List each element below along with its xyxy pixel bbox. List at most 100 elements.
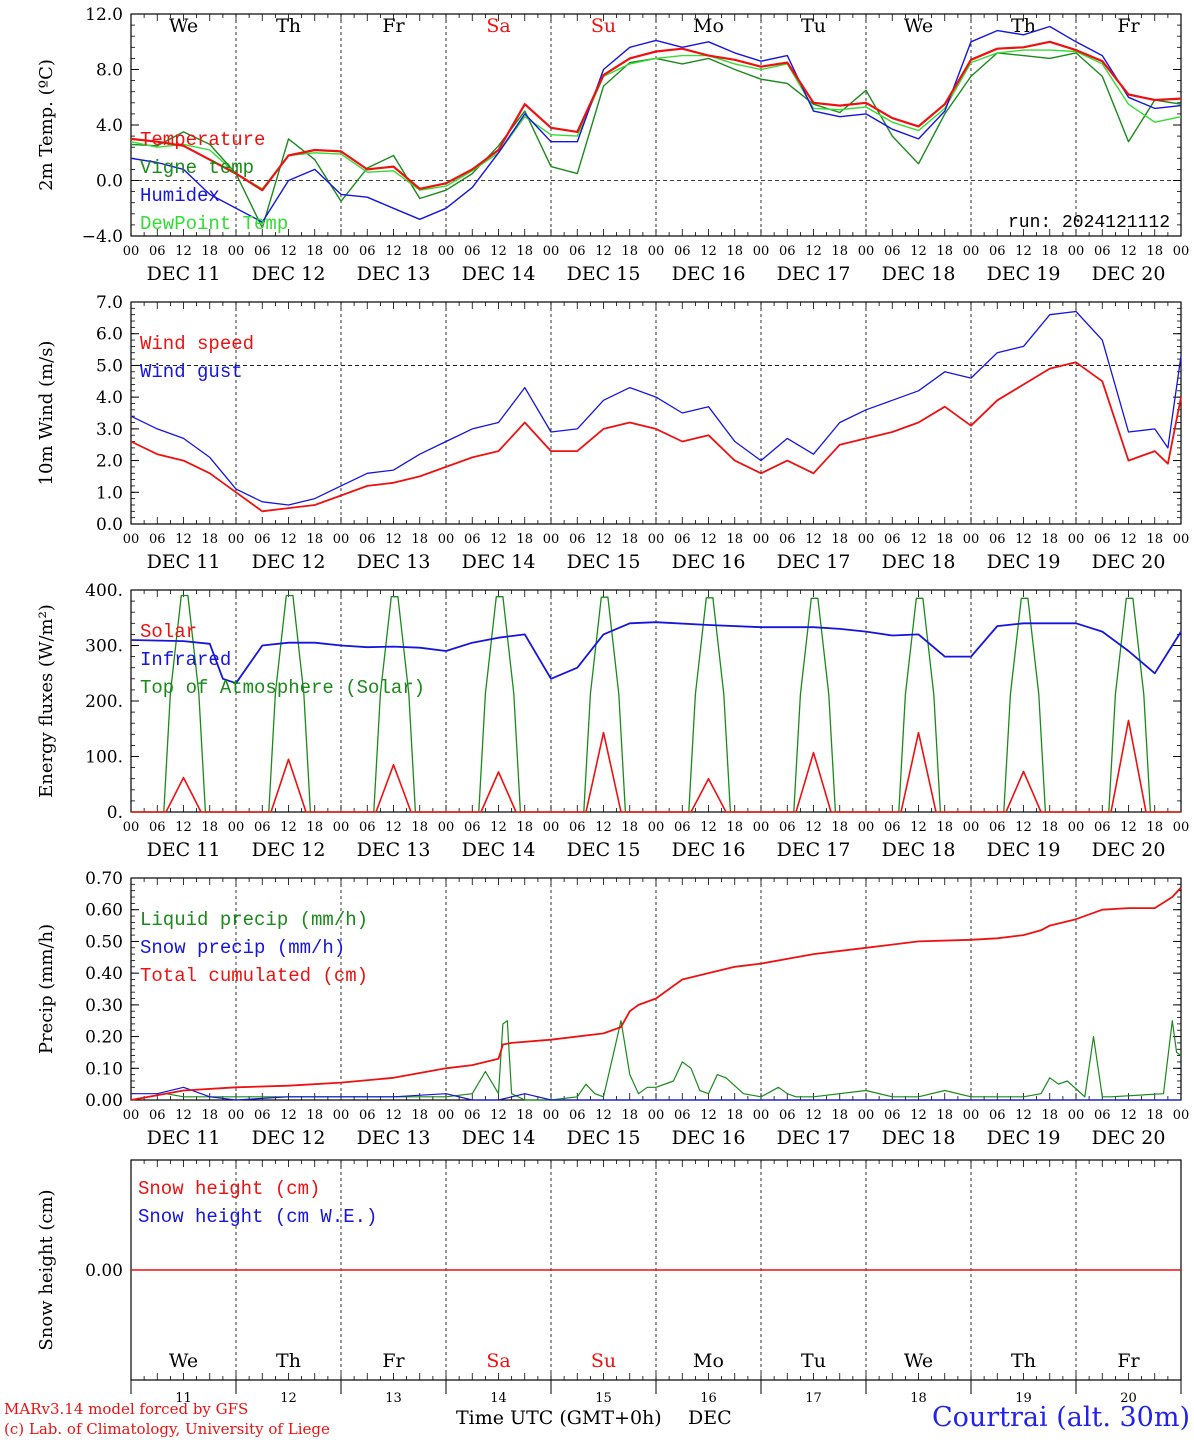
hour-tick-label: 18: [411, 532, 428, 547]
hour-tick-label: 18: [726, 1108, 743, 1123]
hour-tick-label: 18: [936, 244, 953, 259]
hour-tick-label: 06: [779, 244, 796, 259]
hour-tick-label: 06: [1094, 1108, 1111, 1123]
day-label: DEC 19: [987, 839, 1061, 861]
y-tick-label: 3.0: [96, 420, 123, 440]
hour-tick-label: 12: [385, 532, 402, 547]
weekday-label: Th: [1011, 15, 1036, 37]
hour-tick-label: 00: [1173, 244, 1190, 259]
hour-tick-label: 00: [963, 820, 980, 835]
weekday-label: Sa: [486, 1350, 510, 1372]
time-axis-label: Time UTC (GMT+0h): [456, 1407, 662, 1429]
weekday-label: We: [169, 1350, 198, 1372]
hour-tick-label: 06: [989, 820, 1006, 835]
weekday-label: Fr: [1117, 15, 1140, 37]
series-dark_green-line: [130, 1020, 1182, 1101]
hour-tick-label: 00: [543, 244, 560, 259]
hour-tick-label: 18: [1146, 820, 1163, 835]
hour-tick-label: 06: [884, 532, 901, 547]
hour-tick-label: 00: [648, 244, 665, 259]
hour-tick-label: 18: [831, 532, 848, 547]
y-axis-label: Snow height (cm): [36, 1189, 57, 1350]
hour-tick-label: 00: [858, 244, 875, 259]
y-tick-label: 8.0: [96, 61, 123, 81]
hour-tick-label: 18: [726, 820, 743, 835]
hour-tick-label: 18: [831, 244, 848, 259]
day-label: DEC 18: [882, 263, 956, 285]
hour-tick-label: 12: [490, 820, 507, 835]
run-annotation: run: 2024121112: [1008, 213, 1170, 233]
day-label: DEC 19: [987, 551, 1061, 573]
weekday-label: Su: [591, 1350, 616, 1372]
hour-tick-label: 12: [1015, 244, 1032, 259]
hour-tick-label: 18: [1041, 532, 1058, 547]
hour-tick-label: 06: [674, 820, 691, 835]
hour-tick-label: 18: [1146, 244, 1163, 259]
hour-tick-label: 06: [149, 244, 166, 259]
hour-tick-label: 12: [1120, 820, 1137, 835]
day-label: DEC 12: [252, 1127, 326, 1149]
hour-tick-label: 18: [306, 820, 323, 835]
legend-entry: Snow height (cm W.E.): [138, 1206, 377, 1228]
weekday-label: Sa: [486, 15, 510, 37]
day-label: DEC 11: [147, 839, 221, 861]
hour-tick-label: 18: [726, 532, 743, 547]
day-label: DEC 11: [147, 263, 221, 285]
hour-tick-label: 00: [543, 1108, 560, 1123]
day-label: DEC 16: [672, 551, 746, 573]
hour-tick-label: 00: [1068, 532, 1085, 547]
hour-tick-label: 12: [595, 532, 612, 547]
hour-tick-label: 00: [228, 244, 245, 259]
time-axis-month: DEC: [688, 1407, 732, 1429]
day-label: DEC 19: [987, 263, 1061, 285]
hour-tick-label: 12: [1120, 1108, 1137, 1123]
weekday-label: Tu: [801, 1350, 826, 1372]
hour-tick-label: 06: [254, 532, 271, 547]
series-light_green-line: [130, 49, 1182, 191]
hour-tick-label: 12: [280, 1108, 297, 1123]
hour-tick-label: 06: [569, 244, 586, 259]
series-red-line: [130, 40, 1182, 192]
legend-entry: Top of Atmosphere (Solar): [140, 677, 425, 699]
hour-tick-label: 18: [306, 244, 323, 259]
day-label: DEC 14: [462, 263, 536, 285]
hour-tick-label: 00: [228, 1108, 245, 1123]
y-tick-label: 0.20: [85, 1028, 123, 1048]
hour-tick-label: 00: [963, 1108, 980, 1123]
hour-tick-label: 18: [411, 820, 428, 835]
day-label: DEC 15: [567, 263, 641, 285]
hour-tick-label: 18: [621, 820, 638, 835]
y-tick-label: 0.0: [96, 172, 123, 192]
hour-tick-label: 12: [1015, 532, 1032, 547]
hour-tick-label: 12: [595, 1108, 612, 1123]
wind-speed-line: [130, 361, 1182, 513]
day-label: DEC 15: [567, 551, 641, 573]
hour-tick-label: 06: [989, 244, 1006, 259]
weekday-label: Tu: [801, 15, 826, 37]
weekday-label: Fr: [382, 15, 405, 37]
y-tick-label: 0.00: [85, 1261, 123, 1281]
day-label: DEC 19: [987, 1127, 1061, 1149]
hour-tick-label: 12: [385, 1108, 402, 1123]
day-label: DEC 13: [357, 839, 431, 861]
y-tick-label: 100.: [85, 748, 123, 768]
y-tick-label: 2.0: [96, 452, 123, 472]
hour-tick-label: 18: [1041, 820, 1058, 835]
hour-tick-label: 18: [411, 1108, 428, 1123]
hour-tick-label: 12: [805, 244, 822, 259]
hour-tick-label: 00: [1173, 820, 1190, 835]
hour-tick-label: 12: [1120, 244, 1137, 259]
hour-tick-label: 12: [805, 1108, 822, 1123]
hour-tick-label: 12: [490, 244, 507, 259]
legend-entry: Vigne temp: [140, 157, 254, 179]
weekday-label: Fr: [382, 1350, 405, 1372]
y-tick-label: 0.0: [96, 515, 123, 535]
hour-tick-label: 06: [254, 1108, 271, 1123]
hour-tick-label: 00: [753, 532, 770, 547]
hour-tick-label: 06: [464, 532, 481, 547]
wind-gust-line: [130, 310, 1182, 506]
hour-tick-label: 00: [1068, 820, 1085, 835]
series-red-line: [130, 886, 1182, 1101]
y-tick-label: 4.0: [96, 388, 123, 408]
hour-tick-label: 18: [936, 1108, 953, 1123]
